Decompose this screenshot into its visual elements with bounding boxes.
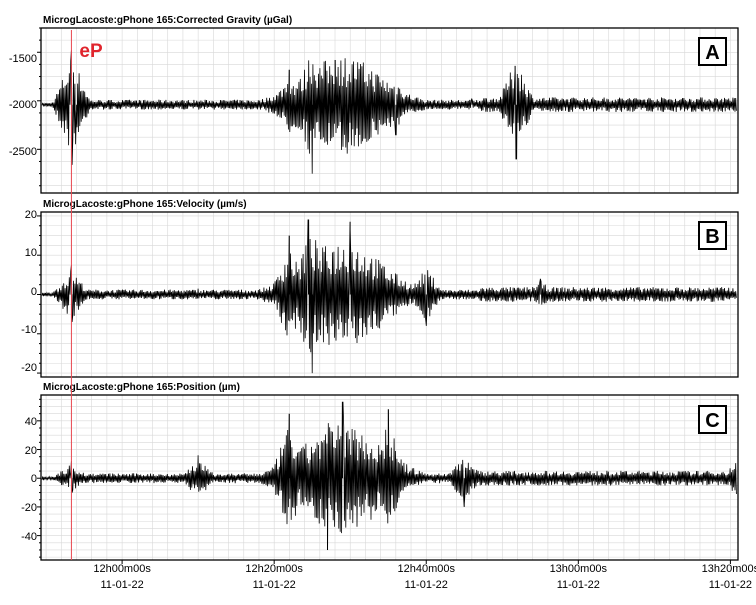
time-axis: 12h00m00s 11-01-22 12h20m00s 11-01-22 12… <box>93 560 756 591</box>
date-tick-label: 11-01-22 <box>100 579 143 591</box>
panel-a-label: A <box>705 42 719 64</box>
panel-c-title: MicrogLacoste:gPhone 165:Position (µm) <box>43 382 240 393</box>
time-tick-label: 12h40m00s <box>398 563 456 575</box>
panel-c-ytick-label: 0 <box>31 473 37 485</box>
seismic-trace-line <box>42 220 738 373</box>
panel-c-ytick-label: -20 <box>21 502 37 514</box>
panel-c-ytick-label: 20 <box>25 445 37 457</box>
panel-b-title: MicrogLacoste:gPhone 165:Velocity (µm/s) <box>43 199 247 210</box>
panel-a-ytick-label: -2500 <box>9 146 37 158</box>
panel-a: MicrogLacoste:gPhone 165:Corrected Gravi… <box>9 15 738 193</box>
panel-b-ytick-label: 20 <box>25 209 37 221</box>
panel-a-ytick-label: -2000 <box>9 99 37 111</box>
panel-b-ytick-label: 0 <box>31 286 37 298</box>
panel-c-trace <box>42 402 738 550</box>
panel-c-label: C <box>705 410 719 432</box>
time-tick-label: 13h20m00s <box>702 563 756 575</box>
panel-c: MicrogLacoste:gPhone 165:Position (µm) 4… <box>21 382 738 560</box>
panel-b-ytick-label: 10 <box>25 247 37 259</box>
panel-b-ytick-label: -20 <box>21 362 37 374</box>
panel-b-label: B <box>705 226 719 248</box>
date-tick-label: 11-01-22 <box>405 579 448 591</box>
panel-a-title: MicrogLacoste:gPhone 165:Corrected Gravi… <box>43 15 292 26</box>
ep-pick-label: eP <box>79 41 103 62</box>
time-tick-label: 13h00m00s <box>550 563 608 575</box>
date-tick-label: 11-01-22 <box>253 579 296 591</box>
time-tick-label: 12h20m00s <box>245 563 303 575</box>
panel-c-ytick-label: 40 <box>25 416 37 428</box>
panel-b: MicrogLacoste:gPhone 165:Velocity (µm/s)… <box>21 199 738 377</box>
panel-a-trace <box>42 50 738 174</box>
panel-b-ytick-label: -10 <box>21 324 37 336</box>
date-tick-label: 11-01-22 <box>557 579 600 591</box>
date-tick-label: 11-01-22 <box>709 579 752 591</box>
panel-c-ytick-label: -40 <box>21 531 37 543</box>
seismic-trace-line <box>42 50 738 173</box>
time-tick-label: 12h00m00s <box>93 563 151 575</box>
seismic-trace-line <box>42 402 738 550</box>
panel-a-ytick-label: -1500 <box>9 53 37 65</box>
panel-b-trace <box>42 220 738 373</box>
